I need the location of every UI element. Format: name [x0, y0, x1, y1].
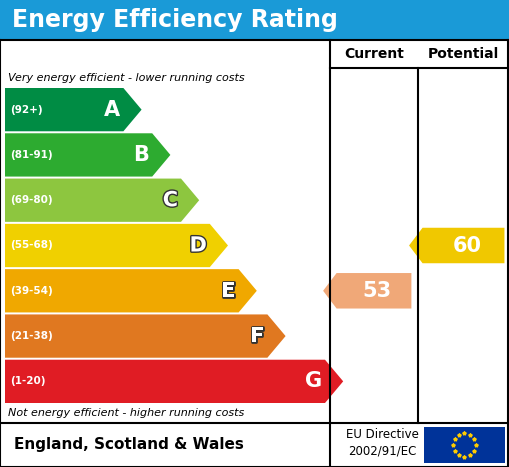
Text: Energy Efficiency Rating: Energy Efficiency Rating	[12, 8, 338, 32]
Text: (81-91): (81-91)	[10, 150, 52, 160]
Polygon shape	[409, 228, 504, 263]
Text: E: E	[221, 281, 236, 301]
Text: (69-80): (69-80)	[10, 195, 52, 205]
Polygon shape	[5, 88, 142, 131]
Text: (55-68): (55-68)	[10, 241, 53, 250]
Text: A: A	[104, 99, 121, 120]
Text: Very energy efficient - lower running costs: Very energy efficient - lower running co…	[8, 73, 245, 83]
Text: 53: 53	[363, 281, 392, 301]
Polygon shape	[5, 224, 228, 267]
Text: (39-54): (39-54)	[10, 286, 53, 296]
Polygon shape	[5, 314, 286, 358]
Text: 60: 60	[453, 235, 482, 255]
Polygon shape	[5, 360, 343, 403]
Polygon shape	[5, 269, 257, 312]
Text: (1-20): (1-20)	[10, 376, 45, 386]
Bar	[424, 427, 505, 463]
Text: B: B	[133, 145, 149, 165]
Text: (21-38): (21-38)	[10, 331, 53, 341]
Text: England, Scotland & Wales: England, Scotland & Wales	[14, 438, 244, 453]
Text: Potential: Potential	[428, 47, 499, 61]
Text: C: C	[163, 190, 178, 210]
Text: F: F	[250, 326, 264, 346]
Text: (92+): (92+)	[10, 105, 43, 114]
Polygon shape	[323, 273, 411, 309]
Polygon shape	[5, 178, 199, 222]
Text: EU Directive
2002/91/EC: EU Directive 2002/91/EC	[346, 428, 418, 458]
Text: D: D	[189, 235, 207, 255]
Text: Current: Current	[344, 47, 404, 61]
Bar	[0, 0, 509, 40]
Text: Not energy efficient - higher running costs: Not energy efficient - higher running co…	[8, 408, 244, 418]
Polygon shape	[5, 133, 171, 177]
Text: G: G	[305, 371, 322, 391]
